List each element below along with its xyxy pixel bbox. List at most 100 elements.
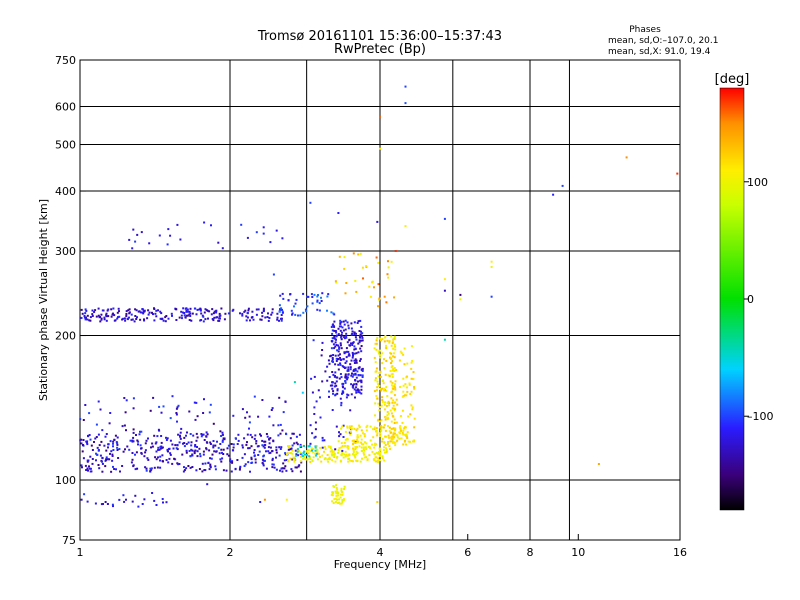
data-point	[254, 458, 257, 461]
data-point	[265, 450, 267, 453]
data-point	[246, 441, 248, 444]
data-point	[348, 339, 351, 342]
data-point	[316, 458, 319, 461]
data-point	[291, 470, 294, 473]
data-point	[386, 411, 389, 413]
data-point	[379, 432, 382, 435]
data-point	[131, 458, 134, 461]
data-point	[333, 375, 336, 378]
data-point	[344, 444, 346, 447]
data-point	[209, 457, 212, 460]
data-point	[80, 498, 83, 501]
data-point	[343, 488, 346, 490]
data-point	[351, 351, 354, 354]
data-point	[354, 445, 357, 448]
data-point	[394, 250, 397, 252]
data-point	[337, 344, 340, 347]
data-point	[101, 309, 104, 312]
data-point	[363, 435, 366, 438]
data-point	[408, 383, 411, 386]
data-point	[264, 316, 267, 319]
data-point	[361, 336, 364, 339]
data-point	[352, 451, 355, 454]
data-point	[339, 353, 341, 356]
data-point	[352, 353, 354, 356]
data-point	[346, 393, 349, 396]
data-point	[286, 451, 289, 454]
data-point	[379, 387, 382, 390]
data-point	[169, 417, 172, 420]
data-point	[268, 415, 271, 418]
data-point	[338, 435, 341, 438]
data-point	[85, 469, 88, 471]
data-point	[299, 470, 302, 473]
data-point	[340, 376, 343, 379]
data-point	[195, 313, 198, 316]
data-point	[159, 447, 162, 450]
data-point	[205, 435, 208, 438]
data-point	[241, 444, 244, 447]
data-point	[309, 201, 312, 204]
data-point	[393, 436, 396, 439]
data-point	[252, 318, 255, 321]
data-point	[342, 386, 344, 389]
colorbar-gradient	[719, 87, 745, 511]
data-point	[259, 501, 262, 503]
data-point	[374, 342, 377, 345]
data-point	[352, 443, 354, 445]
y-tick-label: 400	[55, 185, 76, 198]
data-point	[311, 449, 313, 452]
data-point	[349, 430, 352, 433]
data-point	[255, 313, 258, 316]
data-point	[332, 343, 335, 346]
data-point	[188, 319, 191, 321]
data-point	[360, 392, 363, 395]
data-point	[188, 450, 191, 452]
data-point	[227, 454, 230, 457]
data-point	[311, 459, 314, 462]
data-point	[182, 307, 185, 310]
data-point	[214, 444, 217, 447]
data-point	[312, 456, 315, 459]
data-point	[330, 326, 333, 328]
data-point	[160, 435, 163, 437]
data-point	[144, 466, 147, 469]
data-point	[387, 266, 390, 269]
data-point	[329, 447, 332, 450]
data-point	[341, 425, 344, 428]
data-point	[390, 373, 393, 376]
data-point	[314, 449, 317, 452]
data-point	[205, 448, 208, 451]
data-point	[151, 492, 154, 494]
data-point	[396, 436, 399, 439]
data-point	[155, 441, 158, 444]
data-point	[371, 280, 374, 283]
data-point	[347, 394, 350, 397]
data-point	[238, 468, 241, 471]
data-point	[387, 434, 390, 437]
data-point	[103, 316, 106, 319]
data-point	[267, 446, 270, 449]
data-point	[337, 363, 340, 366]
data-point	[154, 456, 157, 459]
data-point	[347, 324, 350, 327]
data-point	[291, 452, 294, 455]
data-point	[319, 446, 322, 449]
data-point	[390, 352, 393, 355]
data-point	[218, 315, 221, 318]
data-point	[320, 354, 323, 357]
data-point	[384, 373, 387, 376]
data-point	[307, 449, 310, 451]
data-point	[352, 448, 355, 451]
data-points	[79, 85, 679, 508]
data-point	[383, 367, 386, 370]
data-point	[378, 450, 380, 453]
data-point	[335, 357, 338, 360]
data-point	[339, 433, 342, 436]
data-point	[355, 459, 358, 462]
data-point	[159, 310, 162, 313]
data-point	[209, 463, 212, 466]
data-point	[133, 320, 136, 323]
data-point	[198, 447, 201, 450]
data-point	[331, 332, 334, 335]
